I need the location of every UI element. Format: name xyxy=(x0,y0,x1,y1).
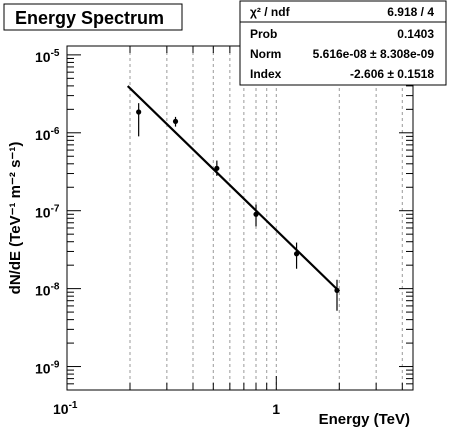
stats-norm-value: 5.616e-08 ± 8.308e-09 xyxy=(313,47,435,61)
data-point-5 xyxy=(334,287,340,293)
stats-index-label: Index xyxy=(250,67,282,81)
plot-frame xyxy=(66,45,414,391)
x-tick-label-0.1: 10-1 xyxy=(53,400,78,417)
stats-box-frame xyxy=(239,0,447,86)
data-point-1 xyxy=(172,118,179,125)
stats-prob-label: Prob xyxy=(250,27,277,41)
fit-line-group xyxy=(126,85,341,293)
data-point-0 xyxy=(136,109,142,115)
stats-norm-label: Norm xyxy=(250,47,281,61)
grid-lines xyxy=(129,46,403,390)
data-point-3 xyxy=(253,211,259,217)
y-tick-label-1e-9: 10-9 xyxy=(35,360,60,377)
y-tick-label-1e-7: 10-7 xyxy=(35,204,60,221)
stats-chi2-label: χ² / ndf xyxy=(250,5,291,19)
title-box-frame xyxy=(3,3,183,31)
axis-ticks xyxy=(66,46,413,391)
stats-prob-value: 0.1403 xyxy=(397,27,434,41)
x-axis-label: Energy (TeV) xyxy=(319,411,410,428)
x-tick-label-1: 1 xyxy=(272,401,280,417)
y-tick-label-1e-5: 10-5 xyxy=(35,48,60,65)
title-box: Energy Spectrum xyxy=(3,3,183,31)
data-point-4 xyxy=(293,251,300,257)
y-axis-label: dN/dE (TeV⁻¹ m⁻² s⁻¹) xyxy=(7,142,24,295)
data-points xyxy=(136,103,340,311)
y-tick-label-1e-8: 10-8 xyxy=(35,282,60,299)
y-tick-label-1e-6: 10-6 xyxy=(35,126,60,143)
data-point-2 xyxy=(214,165,220,171)
stats-index-value: -2.606 ± 0.1518 xyxy=(350,67,434,81)
fit-stats-box: χ² / ndf 6.918 / 4 Prob 0.1403 Norm 5.61… xyxy=(239,0,447,86)
power-law-fit-line xyxy=(126,85,341,293)
chart-title: Energy Spectrum xyxy=(15,8,164,28)
stats-chi2-value: 6.918 / 4 xyxy=(387,5,434,19)
